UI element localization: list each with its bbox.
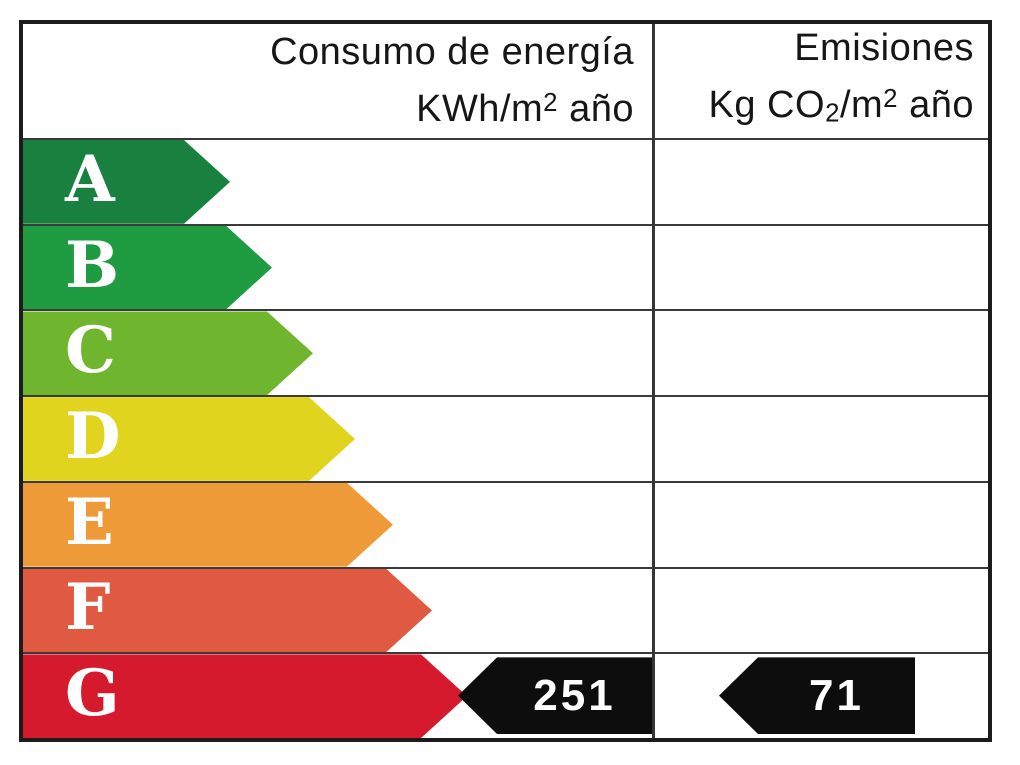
rating-letter-c: C — [65, 313, 116, 389]
consumo-value-arrow: 251 — [458, 657, 652, 735]
rating-letter-b: B — [65, 227, 120, 303]
rating-arrow-g: G — [23, 654, 467, 738]
rating-scale: A B C D E F G 251 71 — [23, 138, 988, 738]
rating-arrow-c: C — [23, 311, 313, 395]
rating-arrow-f: F — [23, 569, 432, 653]
header-consumo: Consumo de energía KWh/m2 año — [23, 24, 652, 138]
rating-arrow-e: E — [23, 483, 393, 567]
emisiones-unit-subscript: 2 — [825, 99, 840, 128]
emisiones-unit-suffix: año — [898, 83, 974, 126]
rating-table: Consumo de energía KWh/m2 año Emisiones … — [19, 20, 992, 742]
rating-row-f: F — [23, 566, 988, 653]
header-emisiones-unit: Kg CO2/m2 año — [652, 74, 974, 139]
rating-row-d: D — [23, 395, 988, 481]
rating-letter-f: F — [65, 570, 111, 646]
emisiones-unit-superscript: 2 — [883, 84, 899, 113]
consumo-value: 251 — [533, 670, 616, 720]
rating-row-g: G 251 71 — [23, 652, 988, 738]
consumo-unit-superscript: 2 — [543, 89, 559, 118]
rating-letter-e: E — [65, 484, 114, 560]
rating-row-e: E — [23, 480, 988, 567]
rating-arrow-d: D — [23, 397, 355, 481]
header-consumo-unit: KWh/m2 año — [23, 78, 634, 135]
emisiones-value: 71 — [809, 670, 864, 720]
header-emisiones-title: Emisiones — [794, 26, 974, 69]
rating-arrow-b: B — [23, 226, 272, 310]
emisiones-value-arrow: 71 — [719, 657, 915, 735]
rating-letter-d: D — [65, 399, 121, 475]
emisiones-unit-prefix: Kg CO — [708, 83, 826, 126]
rating-arrow-a: A — [23, 140, 230, 224]
rating-row-c: C — [23, 309, 988, 396]
header-consumo-title: Consumo de energía — [270, 31, 634, 74]
consumo-unit-prefix: KWh/m — [416, 87, 544, 130]
header-emisiones: Emisiones Kg CO2/m2 año — [652, 24, 988, 138]
column-divider — [652, 24, 655, 738]
rating-row-b: B — [23, 223, 988, 310]
rating-letter-a: A — [65, 141, 115, 217]
rating-letter-g: G — [65, 656, 120, 732]
rating-row-a: A — [23, 138, 988, 224]
consumo-unit-suffix: año — [558, 87, 634, 130]
table-header: Consumo de energía KWh/m2 año Emisiones … — [23, 24, 988, 138]
emisiones-unit-mid: /m — [839, 83, 884, 126]
